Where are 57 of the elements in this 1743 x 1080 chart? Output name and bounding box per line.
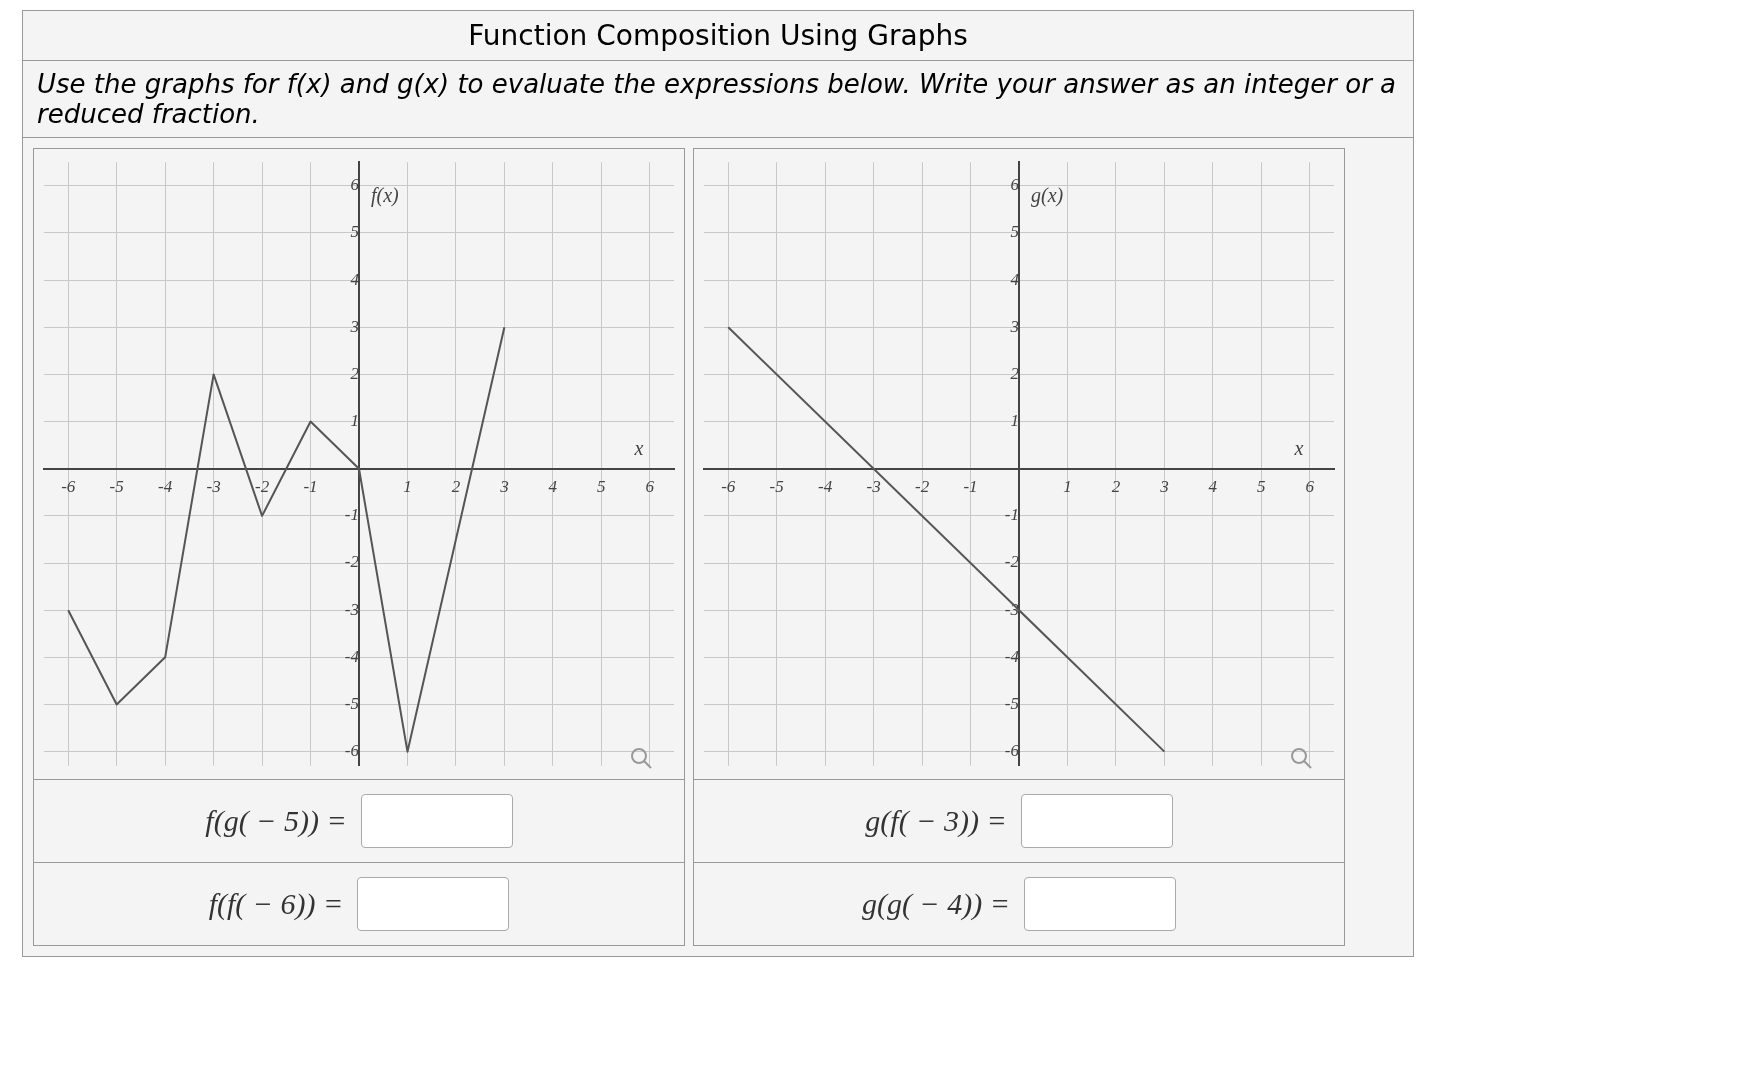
x-tick-label: 6 bbox=[645, 477, 655, 497]
chart-title: Function Composition Using Graphs bbox=[23, 11, 1413, 61]
y-tick-label: 1 bbox=[1010, 411, 1019, 431]
x-tick-label: -3 bbox=[206, 477, 221, 497]
x-tick-label: -1 bbox=[303, 477, 318, 497]
x-tick-label: 6 bbox=[1305, 477, 1315, 497]
text: g(x) bbox=[1031, 184, 1064, 208]
x-tick-label: 5 bbox=[597, 477, 606, 497]
y-tick-label: 4 bbox=[350, 269, 360, 289]
x-axis-title: x bbox=[1293, 436, 1304, 459]
y-tick-label: 3 bbox=[1009, 316, 1019, 336]
x-tick-label: 2 bbox=[1111, 477, 1121, 497]
x-tick-label: -1 bbox=[963, 477, 978, 497]
x-tick-label: 1 bbox=[403, 477, 412, 497]
y-tick-label: 6 bbox=[350, 175, 360, 195]
y-tick-label: -3 bbox=[344, 599, 359, 619]
x-tick-label: 4 bbox=[1208, 477, 1218, 497]
text: f(x) bbox=[371, 184, 400, 208]
x-tick-label: -2 bbox=[914, 477, 930, 497]
y-tick-label: -5 bbox=[1004, 693, 1019, 713]
x-tick-label: -3 bbox=[866, 477, 881, 497]
y-tick-label: 2 bbox=[350, 363, 360, 383]
y-tick-label: -5 bbox=[344, 693, 359, 713]
x-tick-label: 3 bbox=[499, 477, 509, 497]
x-tick-label: 4 bbox=[548, 477, 558, 497]
y-tick-label: -4 bbox=[344, 646, 360, 666]
text: f(g( − 5)) = bbox=[205, 804, 347, 838]
y-tick-label: 1 bbox=[350, 411, 359, 431]
x-tick-label: -5 bbox=[769, 477, 784, 497]
text: f(f( − 6)) = bbox=[208, 887, 344, 921]
x-tick-label: 5 bbox=[1257, 477, 1266, 497]
y-tick-label: 5 bbox=[350, 222, 359, 242]
y-tick-label: -1 bbox=[344, 505, 359, 525]
y-tick-label: -2 bbox=[1004, 552, 1020, 572]
x-tick-label: 1 bbox=[1063, 477, 1072, 497]
x-tick-label: -6 bbox=[721, 477, 736, 497]
text: g(f( − 3)) = bbox=[865, 804, 1007, 838]
x-axis-title: x bbox=[633, 436, 644, 459]
y-tick-label: 6 bbox=[1010, 175, 1020, 195]
y-tick-label: -6 bbox=[344, 741, 360, 761]
y-tick-label: -2 bbox=[344, 552, 360, 572]
y-tick-label: -4 bbox=[1004, 646, 1020, 666]
y-tick-label: -6 bbox=[1004, 741, 1020, 761]
y-tick-label: -1 bbox=[1004, 505, 1019, 525]
y-tick-label: 5 bbox=[1010, 222, 1019, 242]
x-tick-label: -5 bbox=[109, 477, 124, 497]
x-tick-label: 2 bbox=[451, 477, 461, 497]
y-tick-label: 3 bbox=[349, 316, 359, 336]
y-tick-label: 4 bbox=[1010, 269, 1020, 289]
x-tick-label: -2 bbox=[254, 477, 270, 497]
chart-subtitle: Use the graphs for f(x) and g(x) to evaluate the expressions below. Write your answer as an integer or a reduced fraction. bbox=[23, 61, 1413, 138]
x-tick-label: -4 bbox=[818, 477, 833, 497]
x-tick-label: -6 bbox=[61, 477, 76, 497]
y-tick-label: 2 bbox=[1010, 363, 1020, 383]
x-tick-label: -4 bbox=[158, 477, 173, 497]
text: g(g( − 4)) = bbox=[862, 887, 1010, 921]
x-tick-label: 3 bbox=[1159, 477, 1169, 497]
